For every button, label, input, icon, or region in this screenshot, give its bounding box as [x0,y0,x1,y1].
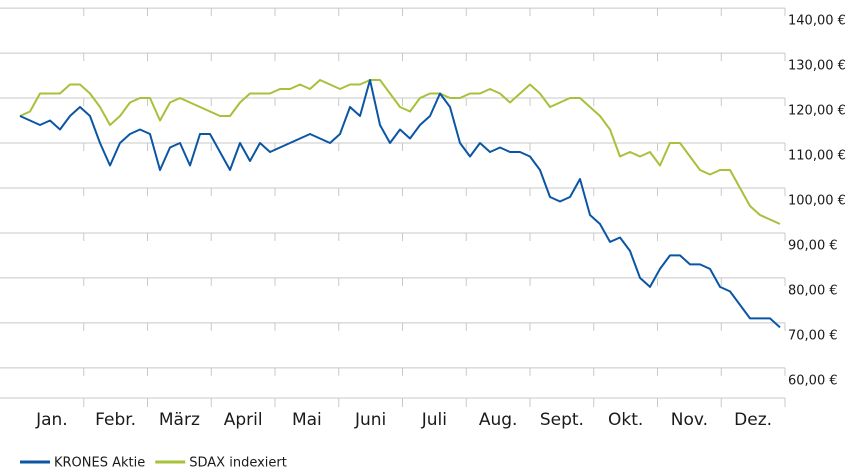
y-tick-label: 100,00 € [788,193,846,208]
x-tick-label: April [224,410,263,430]
legend-label: KRONES Aktie [54,456,145,471]
x-tick-label: Febr. [95,410,136,430]
legend-label: SDAX indexiert [189,456,287,471]
y-tick-label: 110,00 € [788,149,846,164]
y-tick-label: 60,00 € [788,373,838,388]
x-tick-label: Okt. [608,410,643,430]
x-tick-label: Nov. [671,410,708,430]
x-tick-label: Juni [354,410,386,430]
x-tick-label: Mai [292,410,322,430]
y-tick-label: 80,00 € [788,283,838,298]
x-tick-label: März [159,410,200,430]
x-tick-label: Sept. [540,410,584,430]
y-tick-label: 140,00 € [788,14,846,29]
x-tick-label: Juli [421,410,447,430]
y-tick-label: 90,00 € [788,238,838,253]
y-tick-label: 130,00 € [788,59,846,74]
x-tick-label: Aug. [479,410,518,430]
x-tick-label: Dez. [734,410,772,430]
series-line [19,79,781,225]
y-tick-label: 70,00 € [788,328,838,343]
y-tick-label: 120,00 € [788,104,846,119]
x-tick-label: Jan. [35,410,68,430]
series-line [19,79,781,329]
